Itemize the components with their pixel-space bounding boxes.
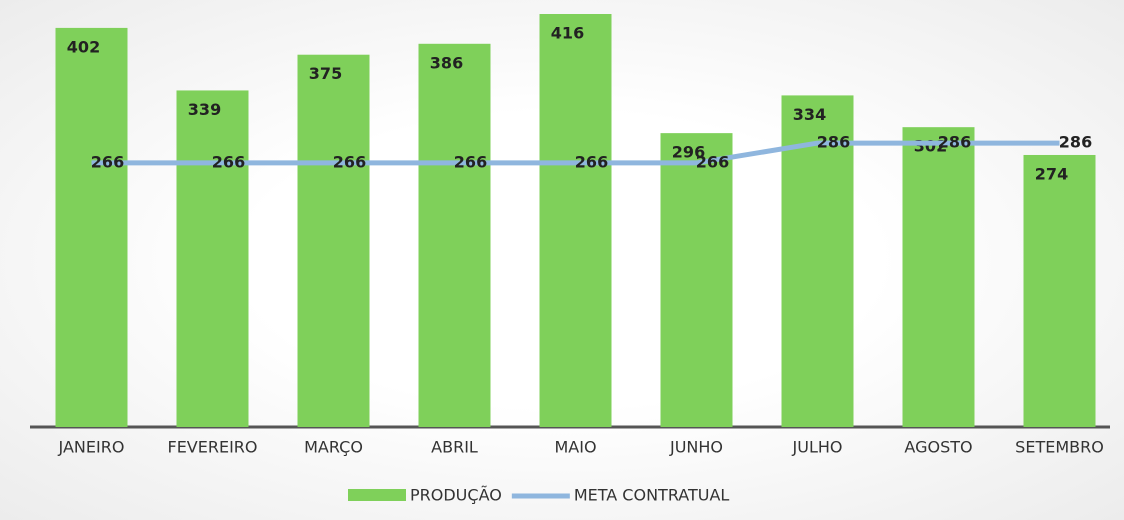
bar: [781, 95, 854, 427]
legend-label: META CONTRATUAL: [574, 486, 730, 505]
line-label: 266: [454, 152, 487, 171]
bar-label: 339: [188, 100, 221, 119]
bar-label: 334: [793, 105, 826, 124]
bar: [55, 27, 128, 427]
line: [91, 140, 1060, 166]
line-label: 286: [817, 133, 850, 152]
x-tick-label: JULHO: [792, 438, 843, 457]
bar-label: 274: [1035, 164, 1068, 183]
bar-label: 402: [67, 37, 100, 56]
bar: [176, 90, 249, 428]
x-tick-label: SETEMBRO: [1015, 438, 1104, 457]
bar: [297, 54, 370, 428]
bar: [1023, 154, 1096, 428]
x-tick-label: AGOSTO: [904, 438, 972, 457]
bar: [418, 43, 491, 427]
legend-swatch: [348, 489, 406, 501]
line-label: 266: [333, 152, 366, 171]
line-label: 266: [212, 152, 245, 171]
line-label: 286: [938, 133, 971, 152]
bar: [539, 14, 612, 427]
line-label: 266: [575, 152, 608, 171]
legend-label: PRODUÇÃO: [410, 486, 502, 505]
bar: [902, 127, 975, 427]
bar: [660, 133, 733, 427]
bar-label: 375: [309, 64, 342, 83]
x-tick-label: JANEIRO: [58, 438, 125, 457]
bar-label: 386: [430, 53, 463, 72]
x-tick-label: MAIO: [554, 438, 596, 457]
x-tick-label: FEVEREIRO: [167, 438, 257, 457]
x-tick-label: JUNHO: [669, 438, 723, 457]
bar-label: 296: [672, 143, 705, 162]
line-label: 266: [91, 152, 124, 171]
line-label: 286: [1059, 133, 1092, 152]
line-label: 266: [696, 152, 729, 171]
bar-label: 416: [551, 24, 584, 43]
x-tick-label: MARÇO: [304, 438, 363, 457]
x-tick-label: ABRIL: [431, 438, 478, 457]
